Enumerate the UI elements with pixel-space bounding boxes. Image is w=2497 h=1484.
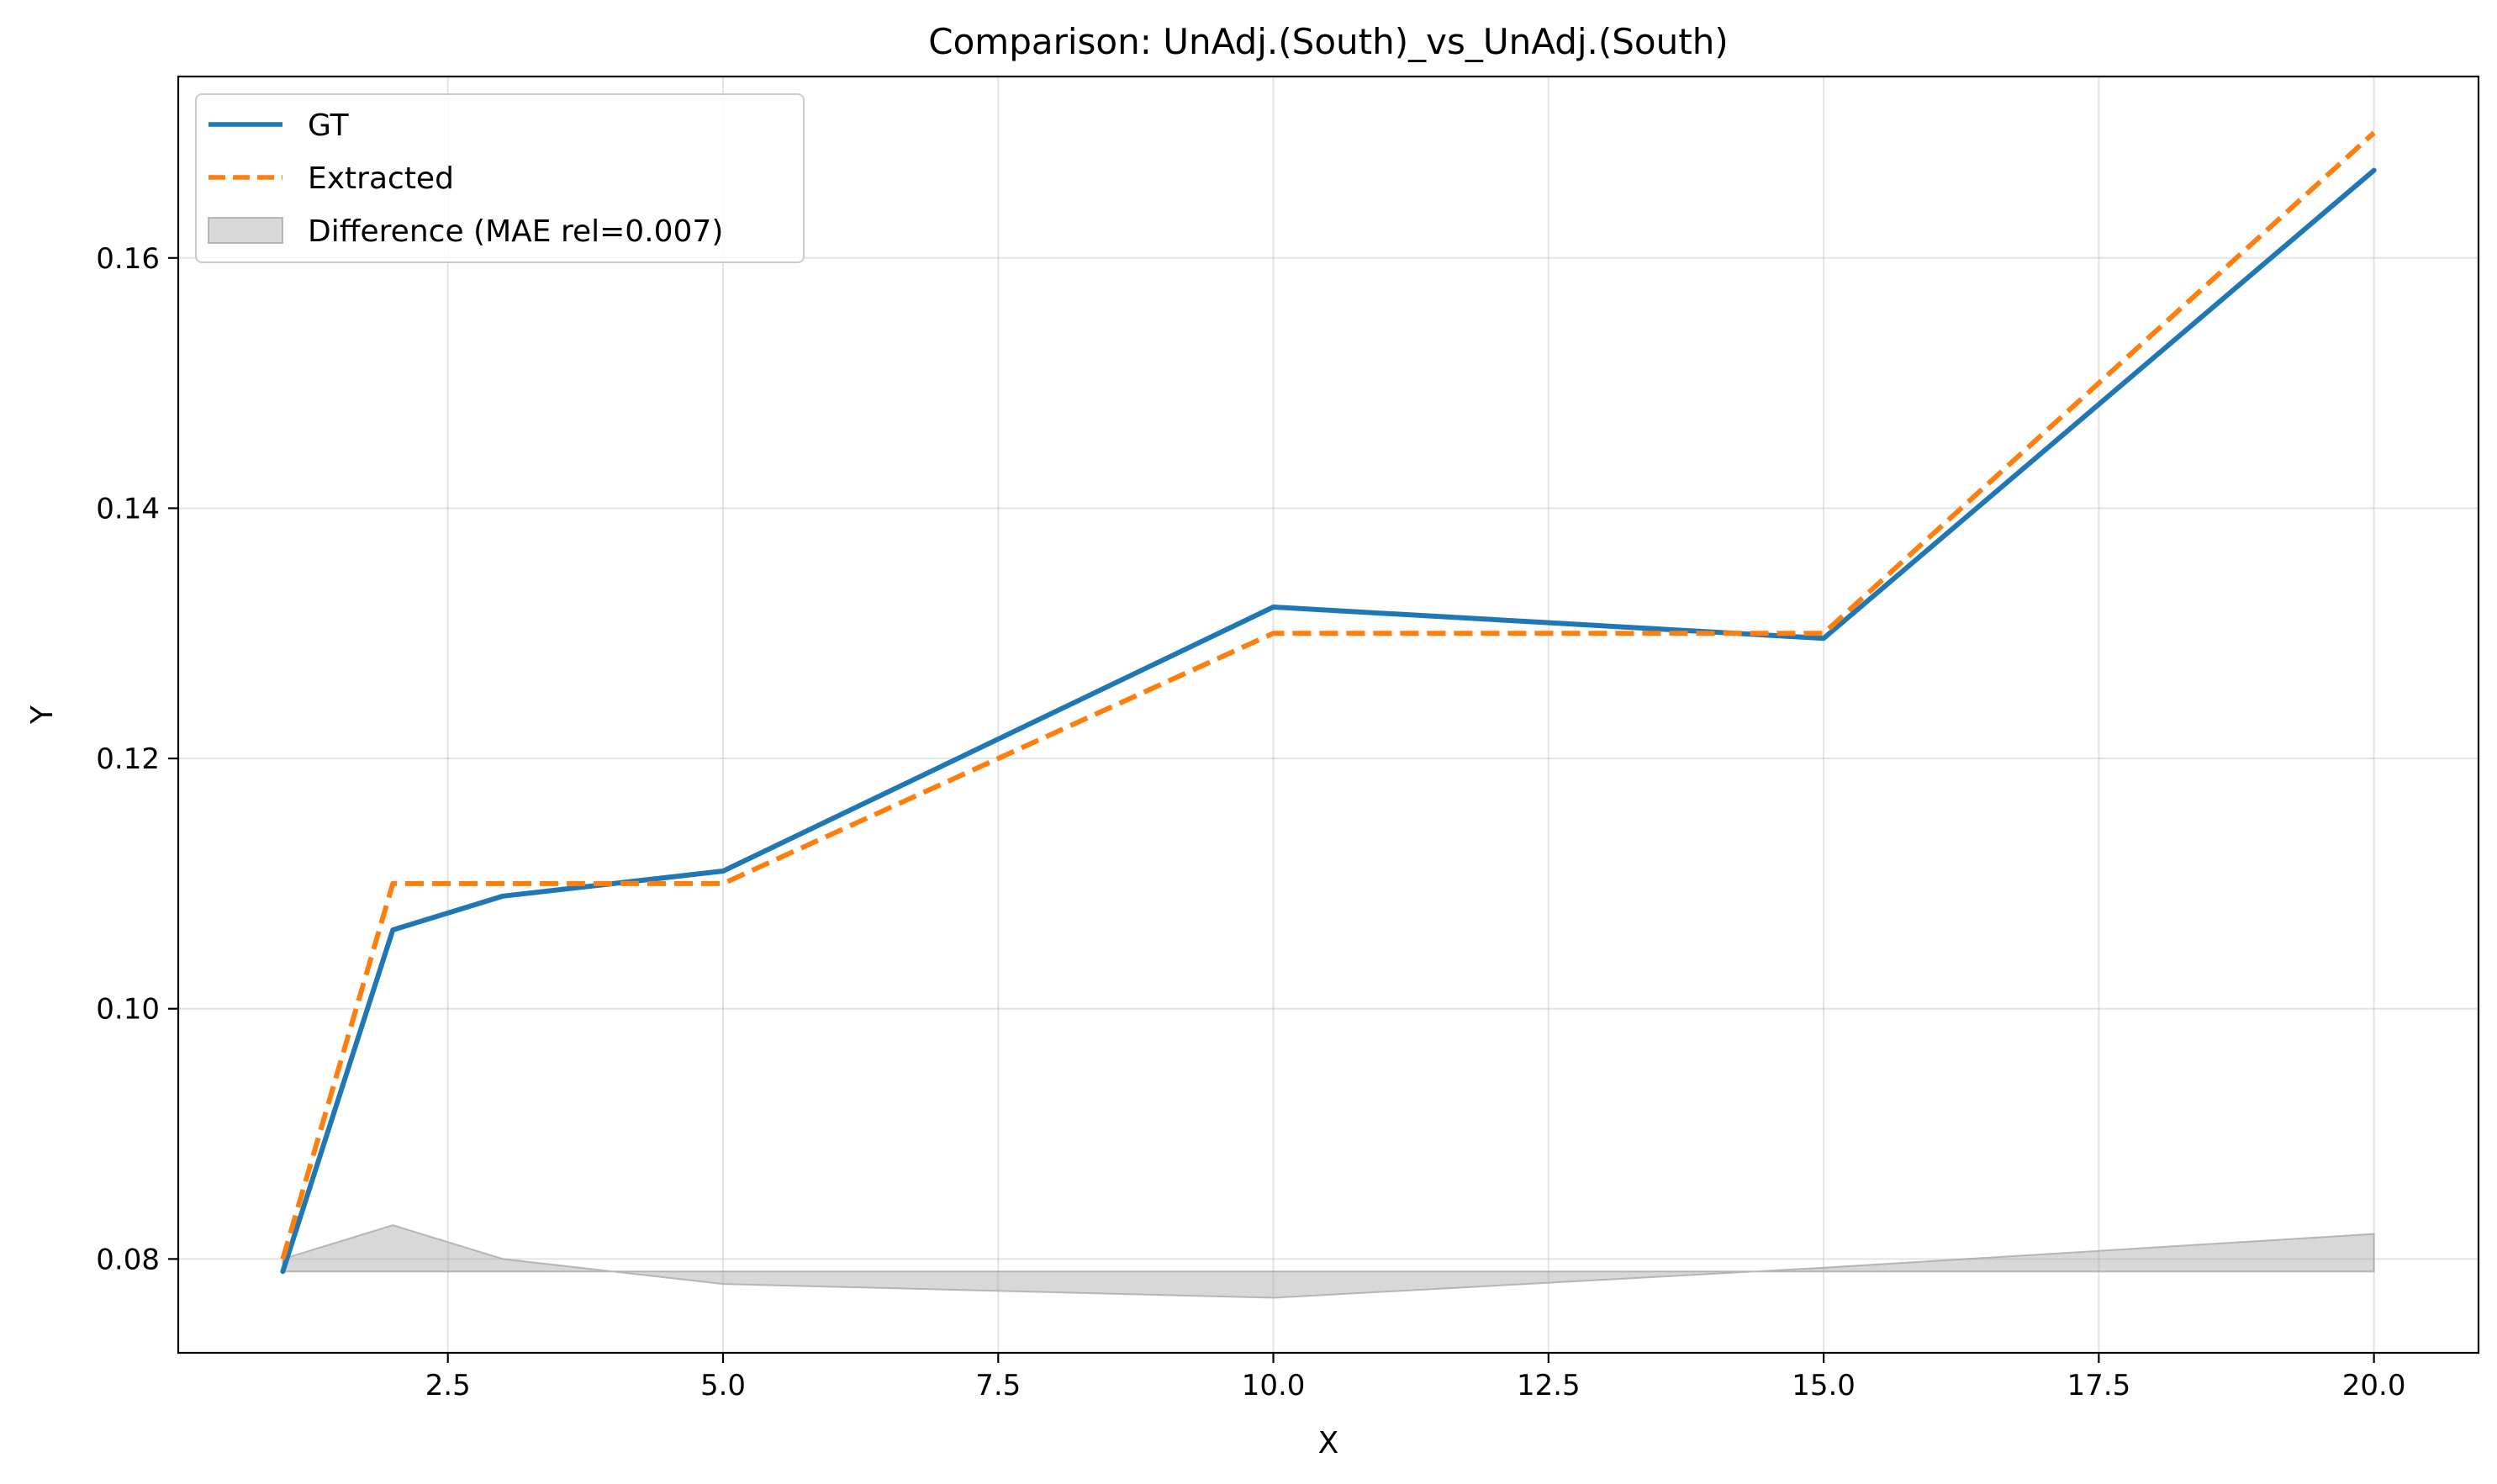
legend-gt-label: GT [308,108,350,143]
x-tick-label: 15.0 [1792,1369,1856,1402]
x-tick-label: 20.0 [2342,1369,2406,1402]
chart-title: Comparison: UnAdj.(South)_vs_UnAdj.(Sout… [928,21,1728,62]
difference-area-layer [282,1224,2375,1299]
difference-area [282,1224,2375,1299]
y-axis-label: Y [25,705,60,725]
y-tick-label: 0.12 [96,742,160,776]
legend: GT Extracted Difference (MAE rel=0.007) [195,93,805,263]
series-line-gt [280,167,2377,1275]
x-tick-label: 17.5 [2067,1369,2131,1402]
x-axis-label: X [1318,1426,1339,1460]
legend-difference-swatch [208,217,283,244]
y-tick-label: 0.10 [96,993,160,1027]
series-line-extracted [280,130,2376,1260]
plot-frame [177,75,2480,1355]
y-tick-label: 0.08 [96,1243,160,1276]
series-layer [280,130,2377,1275]
grid [178,77,2479,1353]
y-tick-label: 0.14 [96,492,160,525]
x-tick-label: 12.5 [1517,1369,1581,1402]
x-tick-label: 5.0 [700,1369,746,1402]
legend-box [195,93,805,263]
y-tick-label: 0.16 [96,242,160,276]
x-tick-label: 7.5 [975,1369,1021,1402]
x-axis-ticks: 2.5 5.0 7.5 10.0 12.5 15.0 17.5 20.0 [425,1353,2406,1402]
x-tick-label: 2.5 [425,1369,471,1402]
legend-extracted-label: Extracted [308,161,454,196]
y-axis-ticks: 0.08 0.10 0.12 0.14 0.16 [96,242,178,1276]
legend-difference-label: Difference (MAE rel=0.007) [308,214,723,249]
x-tick-label: 10.0 [1242,1369,1306,1402]
